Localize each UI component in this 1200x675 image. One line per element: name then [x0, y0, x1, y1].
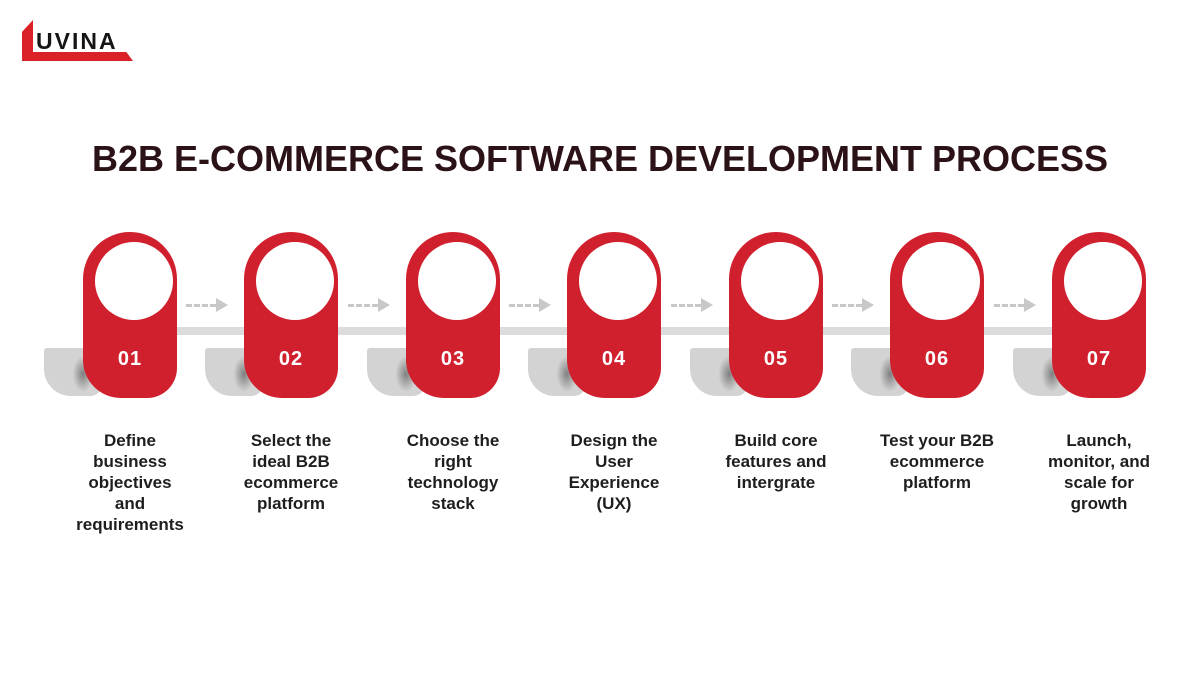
page-title: B2B E-COMMERCE SOFTWARE DEVELOPMENT PROC…	[91, 138, 1109, 179]
step-number: 01	[117, 348, 143, 370]
step-02: 02 Select the ideal B2B ecommerce platfo…	[205, 232, 372, 562]
step-number: 06	[924, 348, 950, 370]
tag-hole	[902, 242, 980, 320]
arrow-dash	[832, 303, 862, 307]
step-number: 05	[763, 348, 789, 370]
step-label: Define business objectives and requireme…	[76, 431, 184, 534]
arrow-dash	[186, 303, 216, 307]
arrow-dash	[509, 303, 539, 307]
step-number: 07	[1086, 348, 1112, 370]
arrow-head	[378, 298, 390, 312]
step-label: Build core features and intergrate	[725, 431, 827, 492]
logo-text: UVINA	[36, 28, 118, 54]
arrow-right-icon	[348, 298, 390, 312]
arrow-right-icon	[832, 298, 874, 312]
step-03: 03 Choose the right technology stack	[367, 232, 534, 562]
step-label: Launch, monitor, and scale for growth	[1048, 431, 1150, 513]
logo-underline-icon	[22, 52, 133, 61]
tag-shape: 02	[244, 232, 338, 398]
arrow-right-icon	[994, 298, 1036, 312]
tag-shape: 06	[890, 232, 984, 398]
tag-shape: 05	[729, 232, 823, 398]
arrow-right-icon	[186, 298, 228, 312]
step-label: Design the User Experience (UX)	[568, 431, 660, 513]
step-07: 07 Launch, monitor, and scale for growth	[1013, 232, 1180, 562]
logo-l-mark-icon	[22, 20, 33, 61]
step-number: 04	[601, 348, 627, 370]
step-01: 01 Define business objectives and requir…	[44, 232, 211, 562]
arrow-head	[862, 298, 874, 312]
arrow-right-icon	[671, 298, 713, 312]
tag-shape: 01	[83, 232, 177, 398]
tag-hole	[95, 242, 173, 320]
arrow-right-icon	[509, 298, 551, 312]
step-05: 05 Build core features and intergrate	[690, 232, 857, 562]
step-number: 03	[440, 348, 466, 370]
arrow-head	[701, 298, 713, 312]
tag-hole	[256, 242, 334, 320]
arrow-head	[539, 298, 551, 312]
tag-hole	[1064, 242, 1142, 320]
luvina-logo: UVINA	[22, 20, 138, 62]
tag-shape: 04	[567, 232, 661, 398]
tag-hole	[418, 242, 496, 320]
step-label: Test your B2B ecommerce platform	[880, 431, 994, 492]
arrow-dash	[348, 303, 378, 307]
step-label: Select the ideal B2B ecommerce platform	[243, 431, 339, 513]
tag-shape: 07	[1052, 232, 1146, 398]
step-04: 04 Design the User Experience (UX)	[528, 232, 695, 562]
arrow-head	[1024, 298, 1036, 312]
step-06: 06 Test your B2B ecommerce platform	[851, 232, 1018, 562]
tag-hole	[741, 242, 819, 320]
tag-hole	[579, 242, 657, 320]
arrow-dash	[671, 303, 701, 307]
step-label: Choose the right technology stack	[406, 431, 500, 513]
arrow-dash	[994, 303, 1024, 307]
arrow-head	[216, 298, 228, 312]
tag-shape: 03	[406, 232, 500, 398]
step-number: 02	[278, 348, 304, 370]
